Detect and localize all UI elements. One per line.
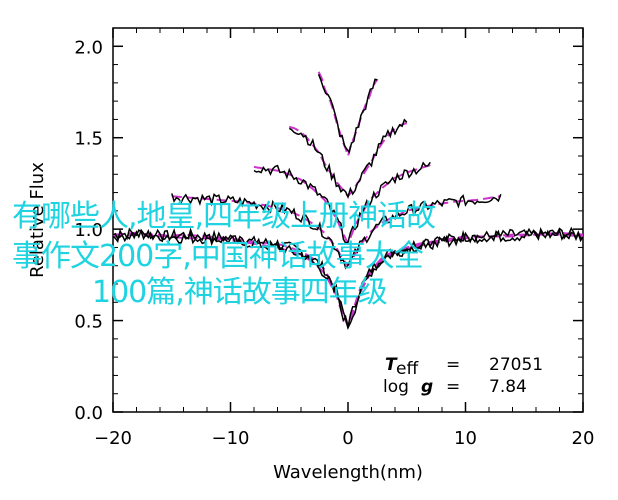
overlay-line-3: 100篇,神话故事四年级 — [92, 275, 388, 310]
observed-profile-4 — [253, 161, 431, 245]
observed-profile-6 — [317, 73, 378, 155]
y-tick-label: 0.5 — [74, 312, 103, 333]
overlay-line-1: 有哪些人,地皇,四年级上册神话故 — [12, 199, 436, 234]
y-axis-title: Relative Flux — [27, 162, 48, 278]
y-tick-label: 1.0 — [74, 220, 103, 241]
axis-tick-labels: −20 −10 0 10 20 0.0 0.5 1.0 1.5 2.0 — [74, 37, 594, 449]
model-profile-6 — [317, 71, 379, 160]
axis-ticks — [112, 28, 584, 413]
x-axis-title: Wavelength(nm) — [273, 462, 423, 483]
observed-profile-5 — [288, 118, 408, 200]
observed-profile-3 — [171, 193, 502, 270]
overlay-line-2: 事作文200字,中国神话故事大全 — [12, 239, 424, 274]
x-tick-label: 10 — [454, 428, 477, 449]
model-profile-4 — [253, 164, 431, 245]
logg-label: log — [383, 377, 409, 397]
logg-value: 7.84 — [489, 377, 527, 397]
observed-series — [112, 73, 584, 331]
teff-equals: = — [446, 355, 460, 375]
y-tick-label: 0.0 — [74, 403, 103, 424]
x-tick-label: −20 — [94, 428, 132, 449]
x-tick-label: −10 — [212, 428, 250, 449]
logg-equals: = — [446, 377, 460, 397]
teff-label: T — [385, 355, 398, 375]
y-tick-label: 2.0 — [74, 37, 103, 58]
teff-value: 27051 — [489, 355, 543, 375]
teff-annotation: T eff = 27051 — [385, 355, 543, 379]
teff-subscript: eff — [396, 359, 419, 379]
observed-profile-2 — [112, 228, 584, 331]
x-tick-label: 20 — [572, 428, 595, 449]
logg-g: g — [421, 377, 433, 397]
logg-annotation: log g = 7.84 — [383, 377, 527, 397]
y-tick-label: 1.5 — [74, 129, 103, 150]
x-tick-label: 0 — [342, 428, 353, 449]
